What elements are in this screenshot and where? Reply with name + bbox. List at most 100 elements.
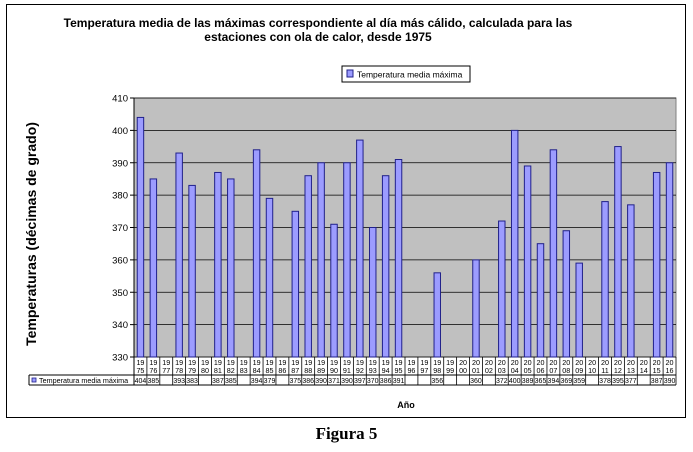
x-tick-label-year: 76	[149, 366, 157, 375]
table-value: 356	[431, 378, 443, 385]
x-tick-label-year: 88	[304, 366, 312, 375]
x-tick-label-century: 19	[188, 358, 196, 367]
x-tick-label-year: 15	[653, 366, 661, 375]
x-tick-label-century: 20	[524, 358, 532, 367]
x-tick-label-century: 19	[201, 358, 209, 367]
y-tick-label: 340	[112, 320, 128, 331]
x-tick-label-year: 08	[562, 366, 570, 375]
x-tick-label-year: 86	[278, 366, 286, 375]
table-value: 370	[367, 378, 379, 385]
bar	[136, 116, 145, 358]
bar	[536, 243, 545, 358]
x-tick-label-century: 20	[575, 358, 583, 367]
bar	[381, 175, 390, 358]
bar	[175, 152, 183, 358]
bar	[343, 162, 351, 358]
x-tick-label-year: 77	[162, 366, 170, 375]
x-tick-label-century: 20	[627, 358, 635, 367]
x-tick-label-century: 19	[214, 358, 222, 367]
x-tick-label-century: 20	[549, 358, 557, 367]
x-tick-label-century: 20	[498, 358, 506, 367]
bar	[652, 171, 661, 358]
x-tick-label-century: 20	[614, 358, 622, 367]
x-tick-label-year: 13	[627, 366, 635, 375]
bar	[614, 146, 622, 358]
x-tick-label-century: 19	[149, 358, 157, 367]
bar	[601, 201, 609, 358]
x-tick-label-century: 19	[433, 358, 441, 367]
x-tick-label-century: 20	[653, 358, 661, 367]
table-value: 394	[548, 378, 560, 385]
figure-caption: Figura 5	[315, 424, 378, 443]
x-tick-label-year: 99	[446, 366, 454, 375]
bar	[433, 272, 441, 358]
x-tick-label-century: 19	[420, 358, 428, 367]
y-tick-label: 400	[112, 126, 128, 137]
legend-label: Temperatura media máxima	[357, 70, 463, 80]
legend-box	[341, 65, 471, 83]
x-tick-label-year: 10	[588, 366, 596, 375]
x-tick-label-century: 19	[356, 358, 364, 367]
x-tick-label-year: 09	[575, 366, 583, 375]
x-tick-label-year: 83	[240, 366, 248, 375]
bar	[575, 262, 583, 358]
x-tick-label-year: 81	[214, 366, 222, 375]
table-value: 379	[264, 378, 276, 385]
bar	[510, 129, 519, 358]
x-tick-label-century: 19	[240, 358, 248, 367]
table-value: 360	[470, 378, 482, 385]
x-tick-label-century: 19	[278, 358, 286, 367]
x-tick-label-century: 20	[537, 358, 545, 367]
bar	[188, 184, 196, 358]
bar	[227, 178, 235, 358]
table-value: 393	[173, 378, 185, 385]
bar	[214, 171, 222, 358]
x-tick-label-year: 84	[253, 366, 261, 375]
x-tick-label-century: 20	[588, 358, 596, 367]
plot-area: 330 340 350 360 370 380 390 400 410 Temperatura m…	[28, 94, 677, 386]
table-value: 389	[522, 378, 534, 385]
x-tick-label-year: 04	[511, 366, 519, 375]
y-tick-label: 330	[112, 353, 128, 364]
x-tick-label-century: 19	[369, 358, 377, 367]
bar	[356, 139, 364, 358]
table-value: 369	[560, 378, 572, 385]
bar	[291, 210, 300, 358]
table-value: 404	[135, 378, 147, 385]
x-tick-label-century: 19	[382, 358, 390, 367]
table-value: 385	[148, 378, 160, 385]
y-tick-label: 380	[112, 191, 128, 202]
x-tick-label-year: 91	[343, 366, 351, 375]
table-series-label: Temperatura media máxima	[39, 376, 128, 385]
x-tick-label-year: 94	[382, 366, 390, 375]
x-tick-label-year: 95	[395, 366, 403, 375]
table-value: 377	[625, 378, 637, 385]
x-tick-label-century: 19	[330, 358, 338, 367]
x-tick-label-century: 19	[266, 358, 274, 367]
x-tick-label-year: 03	[498, 366, 506, 375]
bar	[472, 259, 480, 358]
x-tick-label-year: 11	[601, 366, 608, 375]
x-tick-label-year: 06	[537, 366, 545, 375]
table-value: 375	[289, 378, 301, 385]
table-value: 387	[651, 378, 663, 385]
x-tick-label-century: 19	[317, 358, 325, 367]
x-tick-label-year: 80	[201, 366, 209, 375]
x-tick-label-century: 19	[395, 358, 403, 367]
y-tick-label: 350	[112, 288, 128, 299]
x-tick-label-year: 98	[433, 366, 441, 375]
x-tick-label-century: 19	[253, 358, 261, 367]
x-tick-label-year: 87	[291, 366, 299, 375]
x-tick-label-century: 19	[136, 358, 144, 367]
legend-swatch	[346, 69, 354, 78]
x-tick-label-century: 20	[562, 358, 570, 367]
x-tick-label-century: 20	[601, 358, 609, 367]
x-tick-label-century: 20	[472, 358, 480, 367]
table-value: 378	[599, 378, 611, 385]
x-tick-label-century: 20	[640, 358, 648, 367]
x-tick-label-year: 02	[485, 366, 493, 375]
bar	[562, 230, 571, 358]
chart-title-line-1: Temperatura media de las máximas corresp…	[64, 16, 573, 30]
table-value: 359	[573, 378, 585, 385]
